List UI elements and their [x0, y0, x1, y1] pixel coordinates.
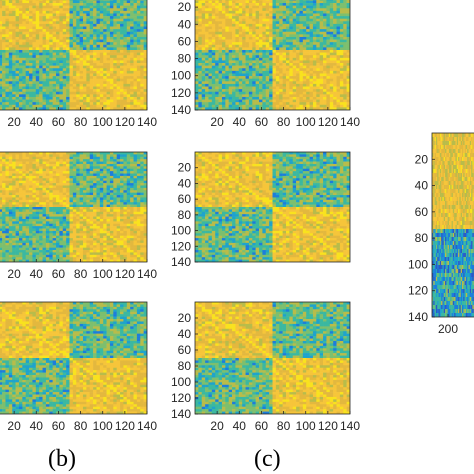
x-tick-label: 80	[74, 115, 88, 129]
axes-frame	[0, 301, 148, 415]
panel-label-c: (c)	[254, 446, 281, 472]
x-tick-label: 40	[233, 419, 247, 433]
x-tick-label: 140	[340, 419, 360, 433]
x-tick-label: 100	[93, 115, 113, 129]
y-tick-label: 140	[171, 407, 191, 421]
y-tick-label: 40	[178, 327, 192, 341]
y-tick-label: 140	[171, 103, 191, 117]
panel-label-b: (b)	[48, 446, 76, 472]
y-tick-label: 20	[178, 0, 192, 14]
y-tick-label: 80	[178, 359, 192, 373]
x-tick-label: 120	[115, 267, 135, 281]
x-tick-label: 60	[52, 267, 66, 281]
x-tick-label: 40	[30, 115, 44, 129]
axes-frame	[0, 151, 148, 263]
y-tick-label: 40	[415, 179, 429, 193]
y-tick-label: 80	[178, 208, 192, 222]
y-tick-label: 140	[408, 310, 428, 324]
heatmap-right-tall: 200 20 40 60 80 100 120 140	[408, 132, 474, 336]
x-tick-label: 100	[296, 115, 316, 129]
y-tick-label: 120	[171, 86, 191, 100]
x-tick-label: 40	[30, 419, 44, 433]
y-tick-label: 100	[171, 224, 191, 238]
axes-frame	[194, 0, 351, 111]
y-tick-label: 80	[415, 231, 429, 245]
x-tick-label: 140	[137, 267, 157, 281]
heatmap-cells	[0, 302, 147, 414]
x-tick-label: 20	[210, 419, 224, 433]
x-tick-label: 100	[296, 419, 316, 433]
heatmap-row3-left: 20 40 60 80 100 120 140	[0, 301, 157, 433]
axes-frame	[431, 132, 474, 318]
x-tick-label: 120	[115, 419, 135, 433]
x-tick-label: 140	[340, 115, 360, 129]
x-tick-label: 80	[74, 267, 88, 281]
x-tick-label: 140	[137, 115, 157, 129]
y-tick-label: 100	[408, 257, 428, 271]
y-tick-label: 20	[178, 311, 192, 325]
y-tick-label: 40	[178, 17, 192, 31]
y-tick-label: 100	[171, 375, 191, 389]
y-tick-label: 120	[171, 391, 191, 405]
x-tick-label: 100	[93, 419, 113, 433]
heatmap-row2-left: 20 40 60 80 100 120 140	[0, 151, 157, 281]
y-tick-label: 80	[178, 52, 192, 66]
y-tick-label: 20	[178, 161, 192, 175]
x-tick-label: 20	[7, 115, 21, 129]
x-tick-label: 80	[277, 419, 291, 433]
x-tick-label: 20	[7, 419, 21, 433]
y-tick-label: 120	[408, 284, 428, 298]
y-tick-label: 60	[415, 205, 429, 219]
x-tick-label: 40	[233, 115, 247, 129]
heatmap-cells	[195, 302, 350, 414]
x-tick-label: 20	[7, 267, 21, 281]
x-tick-label: 80	[277, 115, 291, 129]
heatmap-row1-left: 20 40 60 80 100 120 140	[0, 0, 157, 129]
y-tick-label: 140	[171, 255, 191, 269]
y-tick-label: 20	[415, 152, 429, 166]
x-tick-label: 120	[115, 115, 135, 129]
heatmap-cells	[195, 0, 350, 110]
x-tick-label: 140	[137, 419, 157, 433]
y-tick-label: 100	[171, 69, 191, 83]
x-tick-label: 80	[74, 419, 88, 433]
heatmap-cells	[0, 0, 147, 110]
y-tick-label: 60	[178, 34, 192, 48]
axes-frame	[194, 301, 351, 415]
x-tick-label: 200	[438, 322, 458, 336]
axes-frame	[0, 0, 148, 111]
axes-frame	[194, 151, 351, 263]
x-tick-label: 60	[255, 115, 269, 129]
heatmap-cells	[0, 152, 147, 262]
y-tick-label: 60	[178, 192, 192, 206]
x-tick-label: 40	[30, 267, 44, 281]
x-tick-label: 60	[255, 419, 269, 433]
x-tick-label: 120	[318, 115, 338, 129]
x-tick-label: 120	[318, 419, 338, 433]
y-tick-label: 40	[178, 176, 192, 190]
x-tick-label: 60	[52, 115, 66, 129]
heatmap-cells	[432, 133, 474, 317]
y-tick-label: 120	[171, 239, 191, 253]
x-tick-label: 100	[93, 267, 113, 281]
x-tick-label: 60	[52, 419, 66, 433]
y-tick-label: 60	[178, 343, 192, 357]
x-tick-label: 20	[210, 115, 224, 129]
heatmap-cells	[195, 152, 350, 262]
